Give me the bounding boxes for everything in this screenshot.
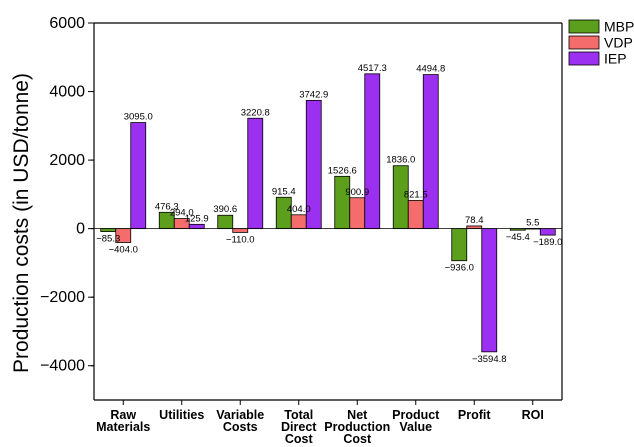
legend-swatch-iep [568, 51, 600, 66]
bar-vdp-5 [407, 200, 424, 230]
y-tick-label: −4000 [40, 358, 85, 375]
data-label-mbp-0: −85.3 [96, 234, 120, 245]
data-label-iep-6: −3594.8 [472, 354, 507, 365]
category-label: Raw [110, 408, 136, 422]
y-axis-label: Production costs (in USD/tonne) [10, 73, 33, 373]
legend-swatch-mbp [568, 19, 600, 34]
category-label: Cost [285, 432, 314, 446]
bar-vdp-2 [232, 228, 249, 233]
data-label-iep-7: −189.0 [533, 237, 562, 248]
bar-iep-5 [422, 74, 439, 230]
bar-iep-6 [481, 228, 498, 353]
data-label-mbp-7: −45.4 [506, 232, 530, 243]
legend-label-iep: IEP [604, 51, 627, 67]
data-label-vdp-5: 821.5 [404, 189, 428, 200]
legend-swatch-vdp [568, 35, 600, 50]
category-label: Cost [343, 432, 372, 446]
data-label-vdp-3: 404.0 [287, 204, 311, 215]
data-labels-layer: −85.3 476.3 390.6 915.4 1526.6 1836.0 −936.0 −4… [96, 63, 562, 365]
category-label: Total [284, 408, 313, 422]
data-label-iep-0: 3095.0 [124, 112, 153, 123]
bar-mbp-0 [100, 228, 117, 232]
data-label-vdp-2: −110.0 [226, 234, 255, 245]
data-label-mbp-5: 1836.0 [386, 155, 415, 166]
category-label: Net [347, 408, 368, 422]
bar-iep-1 [188, 223, 205, 230]
data-label-iep-1: 125.9 [185, 213, 209, 224]
category-label: Materials [96, 420, 150, 434]
y-tick-label: 0 [76, 221, 85, 238]
data-label-iep-5: 4494.8 [416, 64, 445, 75]
category-label: Product [392, 408, 440, 422]
data-label-mbp-6: −936.0 [445, 263, 474, 274]
bar-vdp-6 [466, 225, 483, 230]
category-label: Costs [223, 420, 258, 434]
data-label-vdp-6: 78.4 [465, 215, 484, 226]
bar-iep-4 [364, 73, 381, 230]
data-label-vdp-1: 294.0 [170, 208, 194, 219]
data-label-mbp-1: 476.3 [155, 201, 179, 212]
y-tick-label: 2000 [49, 152, 85, 169]
category-label: ROI [522, 408, 544, 422]
data-label-mbp-4: 1526.6 [328, 165, 357, 176]
data-label-vdp-0: −404.0 [109, 244, 138, 255]
bar-mbp-6 [451, 228, 468, 262]
data-label-iep-2: 3220.8 [241, 107, 270, 118]
bar-vdp-3 [290, 214, 307, 230]
category-label: Direct [281, 420, 317, 434]
data-label-iep-3: 3742.9 [299, 89, 328, 100]
bar-iep-2 [247, 117, 264, 230]
category-label: Value [399, 420, 432, 434]
legend-label-vdp: VDP [604, 35, 633, 51]
data-label-iep-4: 4517.3 [358, 63, 387, 74]
data-label-mbp-2: 390.6 [213, 204, 237, 215]
bar-iep-0 [130, 122, 147, 230]
y-tick-label: 6000 [49, 15, 85, 32]
data-label-vdp-7: 5.5 [526, 217, 539, 228]
bar-mbp-2 [217, 214, 234, 230]
y-tick-label: 4000 [49, 84, 85, 101]
category-label: Utilities [159, 408, 204, 422]
bar-vdp-4 [349, 197, 366, 230]
bar-iep-7 [539, 228, 556, 236]
category-label: Production [324, 420, 390, 434]
category-label: Variable [216, 408, 264, 422]
category-label: Profit [458, 408, 491, 422]
bars-layer [100, 73, 556, 353]
y-tick-label: −2000 [40, 289, 85, 306]
bar-mbp-4 [334, 175, 351, 230]
data-label-vdp-4: 900.9 [345, 187, 369, 198]
legend-label-mbp: MBP [604, 19, 634, 35]
data-label-mbp-3: 915.4 [272, 186, 296, 197]
